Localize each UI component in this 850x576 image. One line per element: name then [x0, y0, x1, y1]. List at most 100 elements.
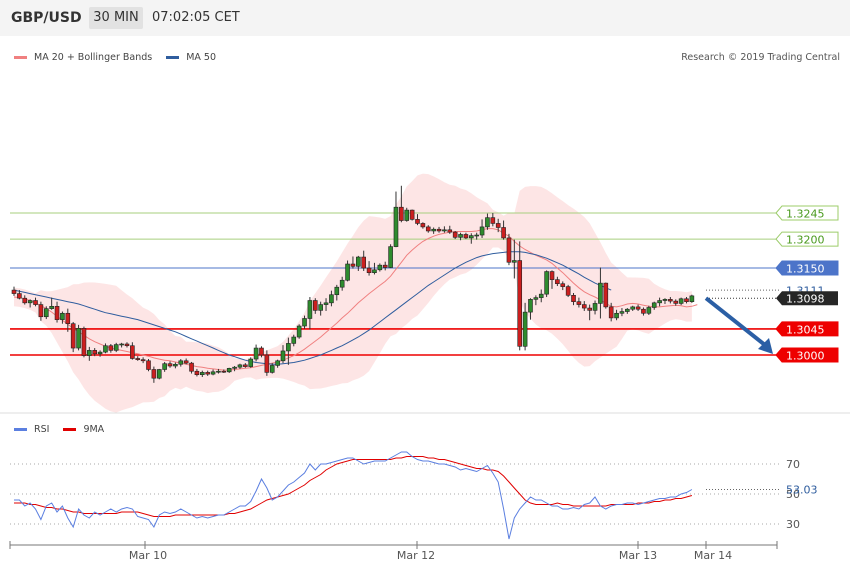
- ma20-line: [13, 228, 698, 371]
- candle-body: [124, 343, 130, 347]
- candle-body: [339, 279, 345, 288]
- candle-body: [442, 229, 447, 232]
- candle-body: [210, 371, 216, 375]
- candle-body: [625, 308, 630, 312]
- candle-body: [452, 231, 458, 238]
- rsi-tick-label: 70: [786, 458, 800, 471]
- candle-body: [33, 300, 38, 305]
- candle-body: [296, 325, 302, 338]
- candle-body: [571, 295, 576, 302]
- candle-body: [253, 347, 259, 360]
- copyright-credit: Research © 2019 Trading Central: [681, 52, 840, 63]
- candle-body: [113, 344, 119, 351]
- date-tick-label: Mar 13: [619, 549, 657, 562]
- candle-body: [592, 303, 598, 311]
- candle-body: [329, 294, 334, 304]
- rsi-legend: RSI 9MA: [14, 424, 104, 435]
- candle-body: [167, 363, 173, 367]
- candle-body: [635, 306, 641, 310]
- support-resistance-levels: 1.32451.32001.31501.30451.30001.31111.30…: [10, 205, 839, 363]
- date-tick-label: Mar 12: [397, 549, 435, 562]
- candle-body: [576, 301, 582, 305]
- candle-body: [200, 372, 205, 376]
- candle-body: [216, 370, 221, 373]
- candle-body: [630, 306, 636, 310]
- candle-body: [544, 271, 549, 295]
- candle-body: [135, 358, 141, 360]
- candle-body: [119, 343, 124, 346]
- candle-body: [619, 311, 625, 314]
- instrument-title: GBP/USD: [11, 10, 82, 26]
- candle-body: [528, 299, 533, 313]
- level-label: 1.3045: [786, 323, 825, 336]
- candle-body: [668, 299, 673, 302]
- ma50-legend-label: MA 50: [186, 52, 217, 63]
- candle-body: [501, 227, 506, 239]
- candle-body: [651, 302, 657, 308]
- candle-body: [560, 283, 566, 287]
- candle-body: [237, 364, 243, 368]
- candle-body: [49, 306, 54, 309]
- candle-body: [420, 223, 426, 228]
- candle-body: [538, 293, 544, 298]
- rsi-tick-label: 50: [786, 488, 800, 501]
- candle-body: [280, 350, 286, 362]
- clock-time: 07:02:05 CET: [152, 10, 240, 25]
- candle-body: [474, 234, 479, 237]
- candle-body: [232, 366, 237, 369]
- candle-body: [587, 307, 592, 311]
- candle-body: [345, 263, 350, 281]
- ma50-swatch-icon: [166, 56, 180, 59]
- candle-body: [54, 306, 60, 320]
- timeframe-button[interactable]: 30 MIN: [89, 7, 143, 29]
- candle-body: [323, 302, 329, 305]
- level-label: 1.3245: [786, 208, 825, 221]
- candle-body: [146, 360, 151, 370]
- candle-body: [361, 256, 367, 269]
- ma20-swatch-icon: [14, 56, 27, 59]
- candle-body: [27, 300, 33, 304]
- rsi-legend-label: RSI: [34, 424, 50, 435]
- candle-body: [512, 260, 517, 263]
- moving-averages: [13, 228, 698, 371]
- candle-body: [70, 323, 76, 349]
- candle-body: [243, 364, 248, 367]
- candle-body: [108, 345, 114, 351]
- forecast-arrow-shaft: [704, 296, 767, 347]
- candle-body: [189, 362, 194, 372]
- candle-body: [205, 372, 210, 375]
- candle-body: [81, 328, 87, 356]
- candle-body: [382, 264, 388, 268]
- candle-body: [517, 260, 523, 347]
- candle-body: [103, 345, 108, 353]
- candle-body: [468, 235, 474, 239]
- candle-body: [641, 308, 646, 314]
- bollinger-band-fill: [14, 173, 692, 413]
- forecast-arrow: [704, 296, 773, 354]
- candle-body: [97, 351, 103, 355]
- candle-body: [565, 286, 571, 296]
- current-price-label: 1.3098: [786, 293, 825, 306]
- candle-body: [603, 282, 609, 308]
- candle-body: [463, 234, 469, 239]
- candle-body: [17, 293, 22, 299]
- candle-body: [92, 350, 97, 355]
- candle-body: [259, 347, 264, 356]
- candle-body: [194, 370, 200, 376]
- candle-body: [425, 226, 431, 232]
- level-tag: [775, 260, 839, 276]
- candle-body: [533, 297, 539, 300]
- rsi-tick-label: 30: [786, 518, 800, 531]
- candle-body: [431, 228, 436, 232]
- candle-body: [318, 304, 323, 311]
- candle-body: [522, 311, 528, 347]
- rsi-line: [14, 451, 693, 540]
- date-tick-label: Mar 10: [129, 549, 167, 562]
- candle-body: [555, 279, 560, 285]
- candle-body: [485, 217, 490, 228]
- candle-body: [388, 246, 393, 268]
- candle-body: [608, 306, 614, 319]
- candle-body: [393, 206, 399, 247]
- candle-body: [657, 300, 662, 304]
